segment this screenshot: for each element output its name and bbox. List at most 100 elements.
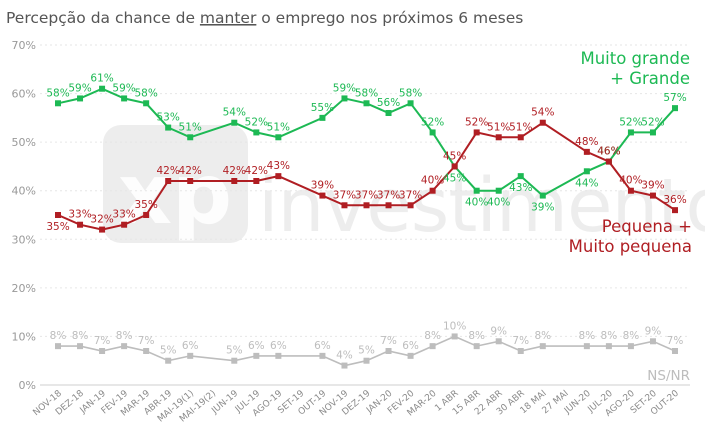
data-point: [451, 333, 458, 340]
series-name-label: NS/NR: [647, 368, 690, 384]
data-label: 54%: [531, 107, 554, 119]
x-axis: NOV-18DEZ-18JAN-19FEV-19MAR-19ABR-19MAI-…: [31, 388, 681, 424]
data-label: 45%: [443, 150, 466, 162]
data-point: [319, 114, 326, 121]
data-label: 40%: [465, 197, 488, 209]
series-name-label: Muito pequena: [569, 237, 692, 256]
data-point: [583, 343, 590, 350]
data-point: [385, 202, 392, 209]
data-label: 42%: [179, 165, 202, 177]
data-point: [429, 343, 436, 350]
data-label: 58%: [134, 87, 157, 99]
data-label: 55%: [311, 102, 334, 114]
series-name-label: Pequena +: [602, 217, 692, 236]
data-point: [605, 343, 612, 350]
data-point: [429, 129, 436, 136]
data-label: 43%: [267, 160, 290, 172]
data-label: 6%: [402, 340, 419, 352]
data-label: 37%: [377, 189, 400, 201]
data-label: 8%: [50, 330, 67, 342]
data-label: 7%: [138, 335, 155, 347]
y-tick-label: 0%: [19, 379, 36, 392]
data-point: [517, 348, 524, 354]
data-point: [407, 202, 414, 209]
data-point: [55, 100, 61, 107]
data-label: 42%: [223, 165, 246, 177]
data-label: 8%: [623, 330, 640, 342]
data-label: 8%: [601, 330, 618, 342]
data-point: [319, 352, 326, 359]
data-label: 40%: [421, 175, 444, 187]
data-label: 61%: [90, 73, 113, 85]
data-point: [363, 202, 370, 209]
data-label: 53%: [157, 112, 180, 124]
data-point: [517, 134, 524, 141]
series-lines: [55, 85, 678, 369]
series-line-1: [57, 121, 676, 231]
data-point: [121, 221, 128, 228]
data-point: [253, 178, 260, 184]
data-point: [187, 352, 194, 359]
data-point: [583, 168, 590, 175]
y-tick-label: 60%: [12, 88, 36, 101]
data-label: 8%: [579, 330, 596, 342]
watermark-xp-investimentos: xp investimentos: [103, 125, 705, 249]
y-tick-label: 40%: [12, 185, 36, 198]
data-label: 37%: [355, 189, 378, 201]
data-point: [649, 192, 656, 199]
data-label: 40%: [619, 175, 642, 187]
data-point: [253, 129, 260, 136]
data-label: 9%: [645, 325, 662, 337]
series-names: Muito grande+ Grande Pequena +Muito peque…: [569, 49, 692, 384]
data-label: 59%: [333, 82, 356, 94]
data-label: 4%: [336, 350, 353, 362]
data-point: [627, 187, 634, 194]
data-label: 6%: [314, 340, 331, 352]
data-point: [363, 357, 370, 364]
data-point: [672, 105, 678, 112]
data-labels: 58%59%61%59%58%53%51%54%52%51%55%59%58%5…: [46, 73, 686, 362]
data-point: [143, 100, 150, 107]
data-label: 42%: [245, 165, 268, 177]
data-point: [121, 343, 128, 350]
data-point: [165, 178, 172, 184]
data-label: 59%: [112, 82, 135, 94]
data-point: [55, 212, 61, 218]
title-underlined-word: manter: [200, 9, 257, 27]
y-tick-label: 30%: [12, 233, 36, 246]
data-label: 40%: [487, 197, 510, 209]
data-point: [539, 192, 546, 199]
data-point: [187, 178, 194, 184]
data-point: [583, 148, 590, 155]
data-label: 56%: [377, 97, 400, 109]
data-point: [77, 95, 84, 102]
data-point: [407, 100, 414, 107]
data-label: 51%: [487, 121, 510, 133]
data-label: 52%: [245, 116, 268, 128]
data-point: [165, 357, 172, 364]
data-point: [275, 352, 282, 359]
data-point: [473, 187, 480, 194]
data-label: 8%: [424, 330, 441, 342]
data-label: 52%: [619, 116, 642, 128]
watermark-logo-letters: xp: [118, 145, 232, 243]
watermark-wordmark: investimentos: [258, 163, 705, 249]
data-label: 8%: [72, 330, 89, 342]
data-label: 33%: [112, 209, 135, 221]
watermark-logo-block: [103, 125, 248, 243]
data-label: 6%: [248, 340, 265, 352]
data-label: 51%: [509, 121, 532, 133]
data-label: 46%: [597, 146, 620, 158]
series-line-0: [57, 87, 676, 197]
data-point: [407, 352, 414, 359]
y-axis: 0% 10% 20% 30% 40% 50% 60% 70%: [12, 39, 36, 392]
data-point: [143, 212, 150, 218]
data-point: [495, 187, 502, 194]
data-point: [341, 362, 348, 369]
data-point: [672, 207, 678, 214]
data-label: 46%: [597, 146, 620, 158]
data-point: [319, 192, 326, 199]
data-label: 51%: [267, 121, 290, 133]
data-point: [451, 163, 458, 170]
data-point: [429, 187, 436, 194]
